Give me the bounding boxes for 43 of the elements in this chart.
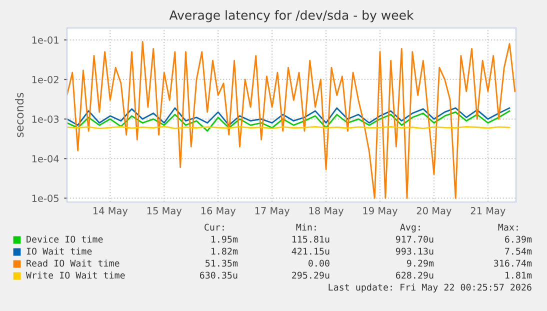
text: 115.81u	[292, 236, 330, 243]
text: Last update: Fri May 22 00:25:57 2026	[328, 284, 532, 292]
x-tick-label: 20 May	[416, 207, 452, 216]
text: 0.00	[308, 260, 330, 267]
y-tick-label: 1e-02	[32, 76, 58, 84]
text: 6.39m	[505, 236, 532, 243]
y-tick-label: 1e-01	[32, 36, 58, 44]
x-tick-label: 21 May	[470, 207, 506, 216]
text: 51.35m	[206, 260, 238, 267]
text: 1.95m	[212, 236, 238, 243]
x-tick-label: 15 May	[147, 207, 182, 216]
text: 316.74m	[494, 260, 532, 267]
legend-label: Write IO Wait time	[26, 272, 125, 279]
line-series	[67, 107, 510, 126]
text: 9.29m	[406, 260, 434, 267]
y-axis-title: seconds	[15, 92, 24, 138]
text: Max:	[498, 224, 518, 231]
y-tick-label: 1e-05	[32, 194, 59, 202]
text: 421.15u	[292, 248, 330, 255]
text: 1.81m	[506, 272, 532, 279]
text: 993.13u	[396, 248, 434, 255]
x-tick-label: 18 May	[309, 207, 344, 216]
legend-label: Device IO time	[26, 236, 103, 243]
text: 295.29u	[292, 272, 330, 279]
text: 628.29u	[396, 272, 434, 279]
text: 917.70u	[396, 236, 434, 243]
x-tick-label: 17 May	[255, 207, 290, 216]
text: 630.35u	[200, 272, 238, 279]
line-series	[67, 110, 510, 132]
legend-label: Read IO Wait time	[26, 260, 120, 267]
x-tick-label: 16 May	[201, 207, 236, 216]
text: Avg:	[400, 224, 420, 232]
text: Cur:	[204, 224, 224, 231]
y-tick-label: 1e-03	[32, 116, 59, 123]
text: Min:	[296, 224, 316, 231]
chart-title: Average latency for /dev/sda - by week	[169, 10, 414, 22]
line-series	[67, 41, 516, 199]
text: 7.54m	[505, 248, 532, 255]
x-tick-label: 14 May	[93, 207, 128, 216]
y-tick-label: 1e-04	[32, 155, 59, 162]
text: 1.82m	[212, 248, 238, 255]
legend-label: IO Wait time	[26, 248, 92, 255]
x-tick-label: 19 May	[363, 207, 398, 216]
